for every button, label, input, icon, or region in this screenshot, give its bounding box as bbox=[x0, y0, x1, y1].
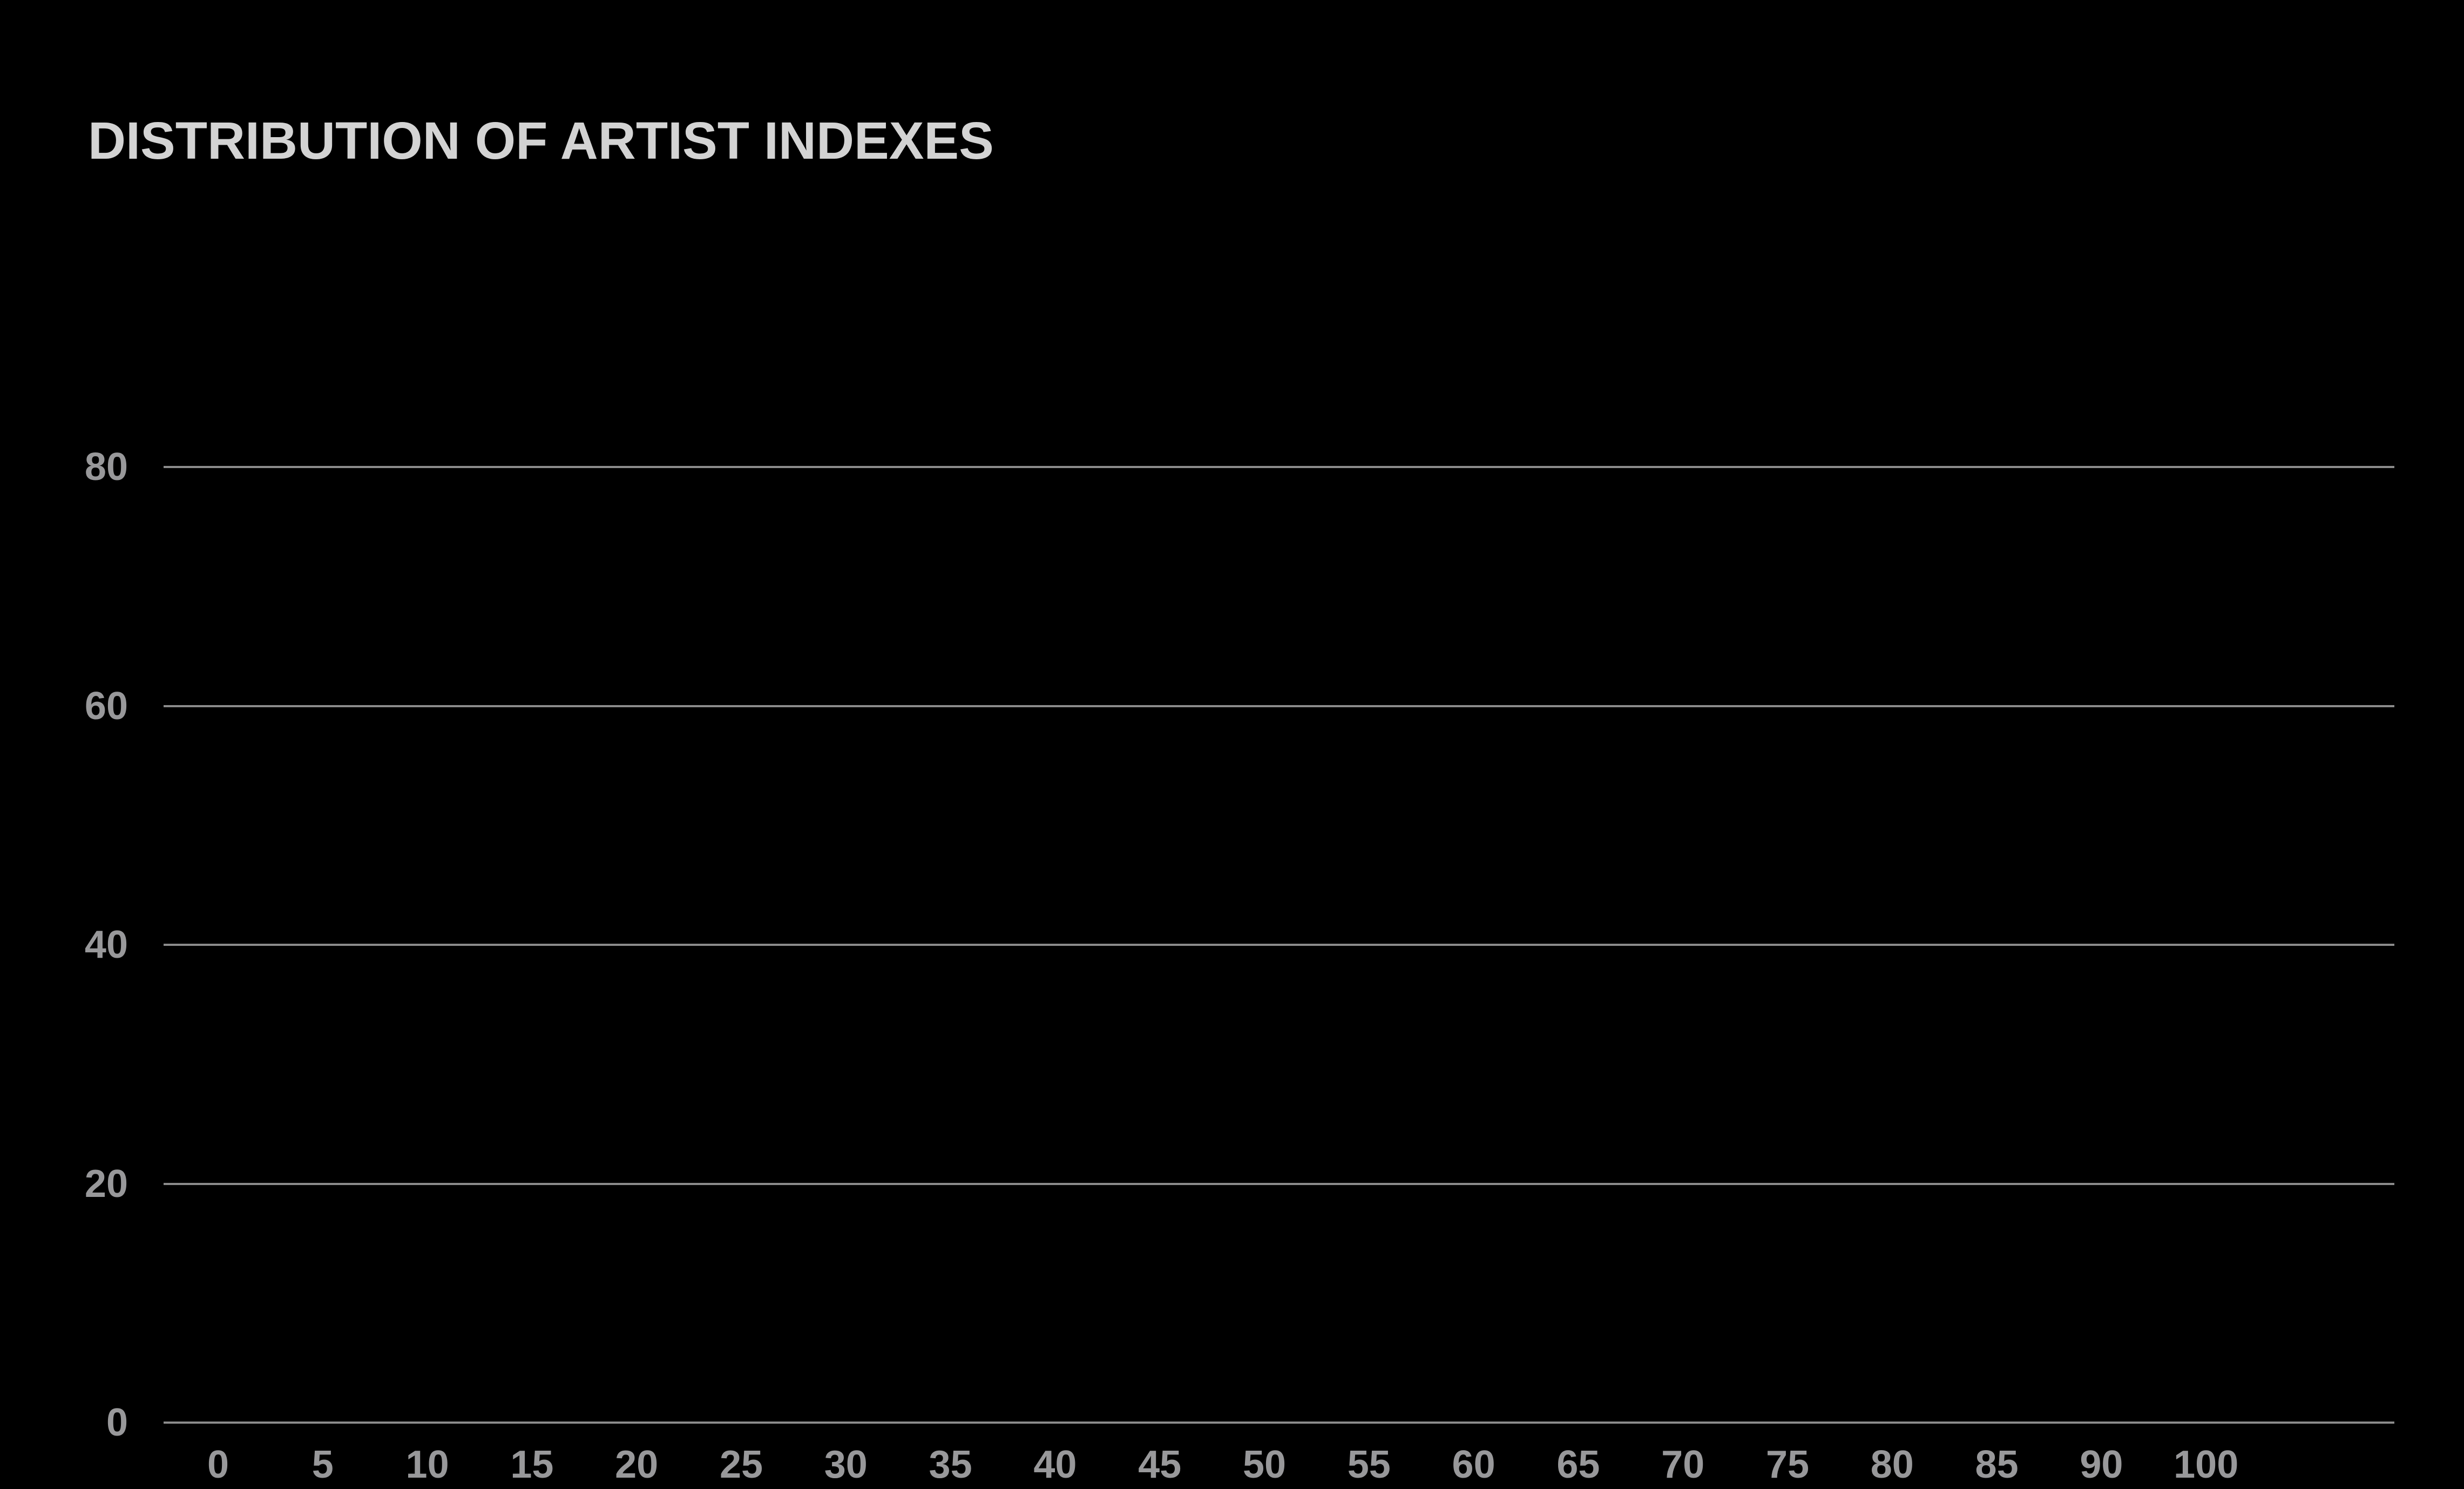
x-axis-tick-label: 45 bbox=[1106, 1440, 1214, 1489]
x-axis-tick-label: 30 bbox=[792, 1440, 900, 1489]
x-axis-tick-label: 85 bbox=[1943, 1440, 2051, 1489]
x-axis-tick-label: 100 bbox=[2152, 1440, 2260, 1489]
gridline bbox=[164, 1183, 2394, 1185]
y-axis-tick-label: 0 bbox=[0, 1398, 128, 1447]
plot-area bbox=[164, 467, 2394, 1423]
gridline bbox=[164, 1422, 2394, 1424]
y-axis-tick-label: 20 bbox=[0, 1160, 128, 1208]
x-axis-tick-label: 40 bbox=[1001, 1440, 1109, 1489]
chart-title: DISTRIBUTION OF ARTIST INDEXES bbox=[88, 111, 994, 171]
x-axis-tick-label: 80 bbox=[1838, 1440, 1946, 1489]
gridline bbox=[164, 466, 2394, 468]
x-axis-tick-label: 5 bbox=[269, 1440, 377, 1489]
gridline bbox=[164, 944, 2394, 946]
x-axis-tick-label: 0 bbox=[164, 1440, 272, 1489]
gridline bbox=[164, 705, 2394, 707]
y-axis-tick-label: 80 bbox=[0, 443, 128, 491]
x-axis-tick-label: 20 bbox=[583, 1440, 691, 1489]
x-axis-tick-label: 60 bbox=[1420, 1440, 1528, 1489]
x-axis-tick-label: 35 bbox=[897, 1440, 1005, 1489]
x-axis-tick-label: 10 bbox=[374, 1440, 482, 1489]
y-axis-tick-label: 60 bbox=[0, 682, 128, 730]
x-axis-tick-label: 50 bbox=[1210, 1440, 1318, 1489]
x-axis-tick-label: 75 bbox=[1734, 1440, 1842, 1489]
x-axis-tick-label: 90 bbox=[2047, 1440, 2155, 1489]
x-axis-tick-label: 70 bbox=[1629, 1440, 1737, 1489]
x-axis-tick-label: 65 bbox=[1524, 1440, 1632, 1489]
y-axis-tick-label: 40 bbox=[0, 921, 128, 969]
x-axis-tick-label: 55 bbox=[1315, 1440, 1423, 1489]
x-axis-tick-label: 25 bbox=[687, 1440, 795, 1489]
x-axis-tick-label: 15 bbox=[478, 1440, 586, 1489]
